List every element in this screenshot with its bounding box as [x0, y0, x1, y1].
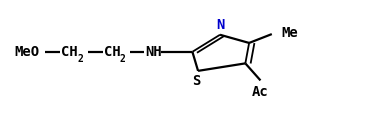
Text: S: S [192, 74, 200, 88]
Text: 2: 2 [119, 54, 125, 64]
Text: N: N [216, 18, 224, 32]
Text: Me: Me [281, 26, 298, 40]
Text: 2: 2 [77, 54, 83, 64]
Text: MeO: MeO [14, 45, 40, 59]
Text: CH: CH [104, 45, 120, 59]
Text: Ac: Ac [252, 85, 269, 99]
Text: CH: CH [61, 45, 78, 59]
Text: NH: NH [145, 45, 162, 59]
